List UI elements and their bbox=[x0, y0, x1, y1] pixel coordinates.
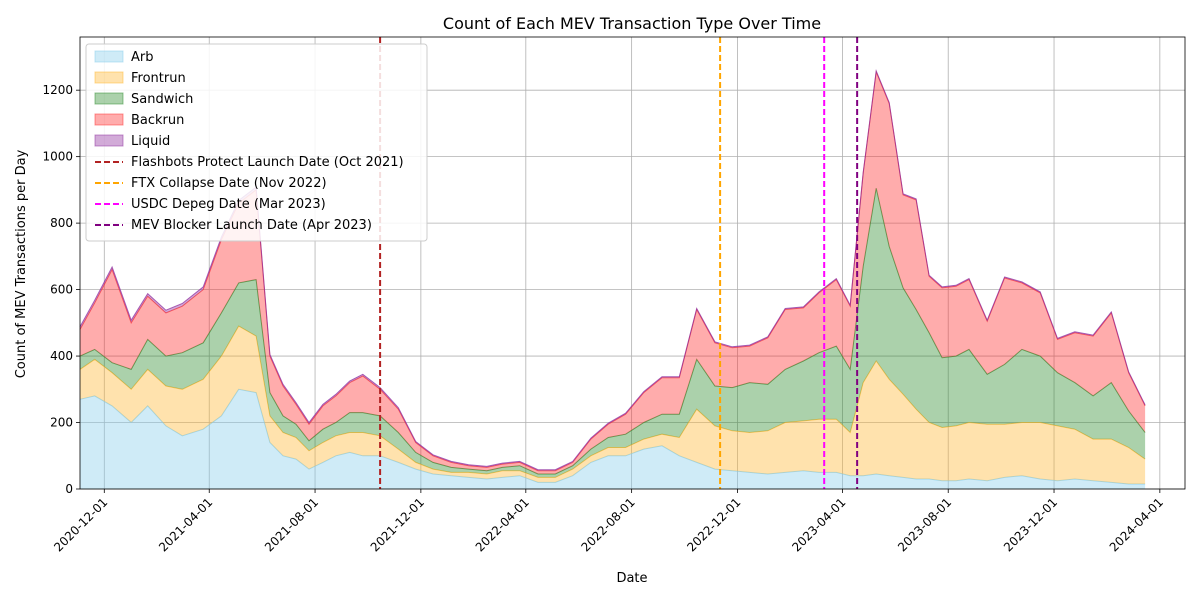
legend-label: Sandwich bbox=[131, 92, 193, 107]
axes-frame bbox=[79, 36, 1186, 490]
legend-label: Backrun bbox=[131, 113, 184, 128]
legend-label: Flashbots Protect Launch Date (Oct 2021) bbox=[131, 155, 404, 170]
area-sandwich bbox=[80, 188, 1146, 478]
y-tick-label: 400 bbox=[50, 349, 73, 363]
axes bbox=[76, 36, 1186, 493]
y-tick-label: 0 bbox=[65, 482, 73, 496]
x-tick-labels: 2020-12-01 2021-04-01 2021-08-01 2021-12-01… bbox=[51, 495, 1166, 554]
area-frontrun bbox=[80, 326, 1146, 484]
x-tick-label: 2024-04-01 bbox=[1107, 495, 1166, 554]
y-tick-label: 1000 bbox=[42, 150, 73, 164]
legend-label: Arb bbox=[131, 50, 154, 65]
legend-label: MEV Blocker Launch Date (Apr 2023) bbox=[131, 218, 372, 233]
legend-label: Frontrun bbox=[131, 71, 186, 86]
legend-swatch bbox=[94, 92, 124, 105]
y-tick-label: 800 bbox=[50, 216, 73, 230]
y-tick-label: 600 bbox=[50, 283, 73, 297]
x-tick-label: 2023-12-01 bbox=[1001, 495, 1060, 554]
y-tick-label: 1200 bbox=[42, 83, 73, 97]
legend-box bbox=[85, 43, 428, 242]
stacked-areas bbox=[79, 68, 1146, 489]
y-tick-labels: 0 200 400 600 800 1000 1200 bbox=[42, 83, 73, 496]
legend-label: FTX Collapse Date (Nov 2022) bbox=[131, 176, 327, 191]
legend: Arb Frontrun Sandwich Backrun Liquid Flashbot… bbox=[85, 43, 428, 242]
x-tick-label: 2021-12-01 bbox=[368, 495, 427, 554]
x-tick-label: 2023-08-01 bbox=[895, 495, 954, 554]
area-edge-arb bbox=[79, 388, 1146, 485]
x-tick-label: 2022-12-01 bbox=[684, 495, 743, 554]
area-edge-liquid bbox=[79, 68, 1146, 471]
area-arb bbox=[80, 389, 1146, 489]
legend-swatch bbox=[94, 134, 124, 147]
legend-swatch bbox=[94, 113, 124, 126]
x-tick-label: 2021-08-01 bbox=[262, 495, 321, 554]
x-tick-label: 2023-04-01 bbox=[789, 495, 848, 554]
legend-swatch bbox=[94, 71, 124, 84]
area-backrun bbox=[80, 71, 1146, 475]
x-tick-label: 2022-04-01 bbox=[473, 495, 532, 554]
x-tick-label: 2022-08-01 bbox=[579, 495, 638, 554]
y-axis-title: Count of MEV Transactions per Day bbox=[14, 149, 29, 378]
area-edge-sandwich bbox=[79, 188, 1146, 475]
legend-swatch bbox=[94, 50, 124, 63]
x-tick-label: 2021-04-01 bbox=[156, 495, 215, 554]
y-tick-label: 200 bbox=[50, 416, 73, 430]
x-tick-label: 2020-12-01 bbox=[51, 495, 110, 554]
area-edge-frontrun bbox=[79, 325, 1146, 478]
legend-label: Liquid bbox=[131, 134, 170, 149]
x-axis-title: Date bbox=[616, 571, 647, 586]
chart-title: Count of Each MEV Transaction Type Over … bbox=[443, 14, 821, 33]
legend-label: USDC Depeg Date (Mar 2023) bbox=[131, 197, 326, 212]
